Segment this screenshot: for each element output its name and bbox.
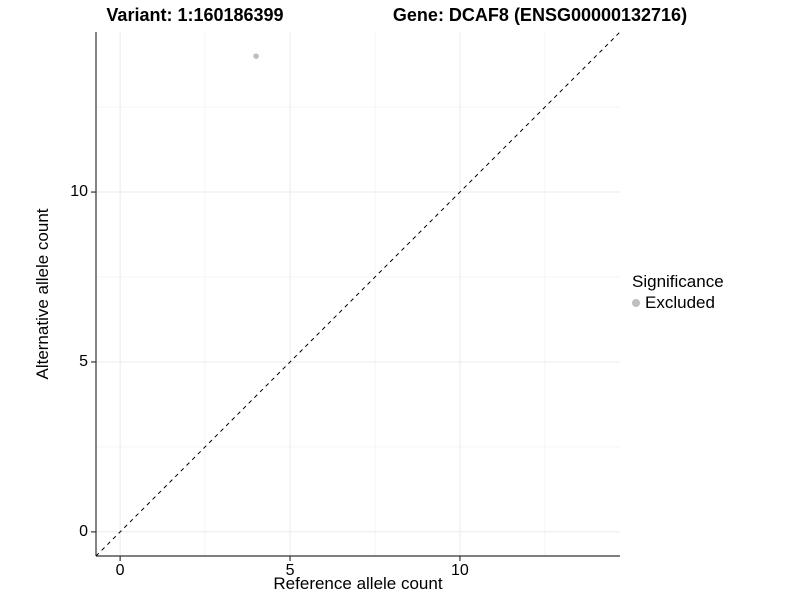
variant-title: Variant: 1:160186399 <box>106 5 284 25</box>
legend-item-label: Excluded <box>645 293 715 312</box>
legend-item-excluded: Excluded <box>632 293 724 312</box>
data-point <box>253 53 259 59</box>
y-axis-title: Alternative allele count <box>32 32 54 556</box>
x-tick-label: 5 <box>285 562 295 579</box>
y-tick-label: 0 <box>79 522 88 540</box>
legend-title: Significance <box>632 272 724 291</box>
gene-title: Gene: DCAF8 (ENSG00000132716) <box>392 5 688 25</box>
y-axis-title-text: Alternative allele count <box>33 208 52 380</box>
identity-dashed-line <box>95 31 621 557</box>
y-tick-label: 5 <box>79 352 88 370</box>
y-tick-label: 10 <box>70 183 88 201</box>
x-tick-label: 10 <box>451 562 469 579</box>
x-axis-title: Reference allele count <box>273 574 443 593</box>
excluded-point-icon <box>632 298 640 307</box>
legend: Significance Excluded <box>632 272 724 312</box>
x-tick-label: 0 <box>115 562 125 579</box>
